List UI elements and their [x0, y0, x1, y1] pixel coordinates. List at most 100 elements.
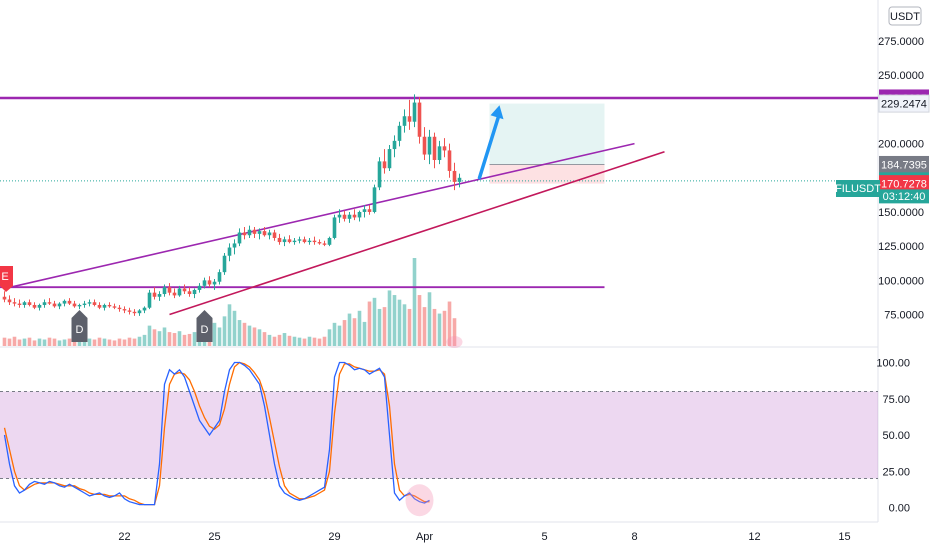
- volume-bar: [152, 329, 157, 346]
- candle-body: [427, 136, 432, 155]
- candle-body: [327, 237, 332, 245]
- price-tag-label: 184.7395: [881, 159, 927, 171]
- volume-bar: [87, 338, 92, 346]
- candle-body: [227, 247, 232, 256]
- price-tags: 233.3685229.2474184.7395172.7454170.7278…: [878, 89, 930, 204]
- target-arrow[interactable]: [477, 105, 504, 180]
- volume-bar: [232, 310, 237, 346]
- candle-body: [52, 303, 57, 307]
- volume-bar: [52, 338, 57, 346]
- candle-body: [177, 288, 182, 296]
- candle-body: [127, 310, 132, 312]
- volume-bar: [2, 337, 7, 346]
- volume-bar: [377, 308, 382, 346]
- candle-body: [2, 296, 7, 300]
- volume-bar: [22, 338, 27, 346]
- time-axis[interactable]: 22 25 29 Apr 5 8 12 15: [118, 531, 850, 543]
- stoch-tick-label: 75.00: [882, 394, 910, 406]
- candle-body: [172, 292, 177, 296]
- dividend-marker: [71, 310, 88, 342]
- candle-body: [292, 240, 297, 243]
- candle-body: [77, 304, 82, 307]
- candle-body: [297, 239, 302, 241]
- volume-bar: [247, 325, 252, 346]
- price-tick-label: 200.0000: [878, 139, 924, 151]
- event-markers[interactable]: D D E: [0, 266, 213, 342]
- volume-bar: [182, 334, 187, 346]
- candle-body: [82, 303, 87, 305]
- time-tick-label: 25: [208, 531, 220, 543]
- price-tick-label: 150.0000: [878, 207, 924, 219]
- candle-body: [222, 255, 227, 273]
- price-tick-label: 125.0000: [878, 241, 924, 253]
- trend-lines[interactable]: [4, 142, 665, 316]
- volume-bar: [142, 334, 147, 346]
- candle-body: [382, 161, 387, 169]
- volume-bar: [267, 334, 272, 346]
- time-tick-label: 8: [631, 531, 637, 543]
- volume-bar: [312, 337, 317, 346]
- candle-body: [212, 281, 217, 285]
- candle-body: [437, 146, 442, 161]
- candle-body: [402, 116, 407, 126]
- candle-body: [307, 240, 312, 243]
- volume-bar: [257, 329, 262, 346]
- candle-body: [432, 136, 437, 161]
- candle-body: [7, 299, 12, 303]
- volume-bar: [57, 340, 62, 346]
- volume-bar: [287, 335, 292, 346]
- left-badge: [0, 266, 13, 286]
- volume-bar: [382, 307, 387, 346]
- candle-body: [267, 232, 272, 236]
- stoch-band: [0, 391, 878, 479]
- candle-body: [387, 149, 392, 169]
- candle-body: [242, 232, 247, 236]
- volume-bar: [362, 321, 367, 346]
- candle-body: [102, 304, 107, 308]
- marker-label: D: [76, 324, 84, 336]
- volume-bar: [332, 322, 337, 346]
- time-tick-label: Apr: [416, 531, 433, 543]
- candle-body: [232, 243, 237, 248]
- stoch-tick-label: 0.00: [889, 503, 910, 515]
- volume-bar: [177, 331, 182, 346]
- candle-body: [22, 302, 27, 305]
- main-pane-grid: [0, 0, 879, 523]
- currency-badge[interactable]: USDT: [888, 6, 922, 26]
- time-tick-label: 29: [328, 531, 340, 543]
- price-axis[interactable]: 75.0000100.0000125.0000150.0000175.00002…: [876, 36, 924, 514]
- volume-bar: [17, 339, 22, 346]
- price-tag: [879, 175, 929, 193]
- price-tick-label: 275.0000: [878, 36, 924, 48]
- stoch-tick-label: 100.00: [876, 358, 910, 370]
- volume-bar: [187, 333, 192, 346]
- position-box[interactable]: [489, 103, 605, 184]
- volume-bar: [392, 295, 397, 346]
- time-tick-label: 5: [541, 531, 547, 543]
- volume-bar: [262, 332, 267, 346]
- volume-bar: [7, 338, 12, 346]
- candle-body: [152, 292, 157, 297]
- volume-bar: [107, 339, 112, 346]
- candle-body: [117, 307, 122, 310]
- candle-body: [417, 102, 422, 137]
- volume-bar: [387, 290, 392, 346]
- candle-body: [72, 303, 77, 307]
- candle-body: [412, 102, 417, 122]
- candle-body: [277, 237, 282, 243]
- horizontal-lines[interactable]: [0, 96, 878, 289]
- candle-body: [422, 136, 427, 155]
- candle-body: [207, 280, 212, 285]
- volume-bar: [212, 322, 217, 346]
- candle-body: [92, 302, 97, 305]
- candle-body: [217, 272, 222, 282]
- volume-bar: [192, 332, 197, 346]
- volume-bar: [407, 308, 412, 346]
- volume-bar: [357, 310, 362, 346]
- volume-bar: [432, 308, 437, 346]
- candle-body: [97, 304, 102, 308]
- candle-body: [282, 239, 287, 243]
- volume-bar: [412, 258, 417, 346]
